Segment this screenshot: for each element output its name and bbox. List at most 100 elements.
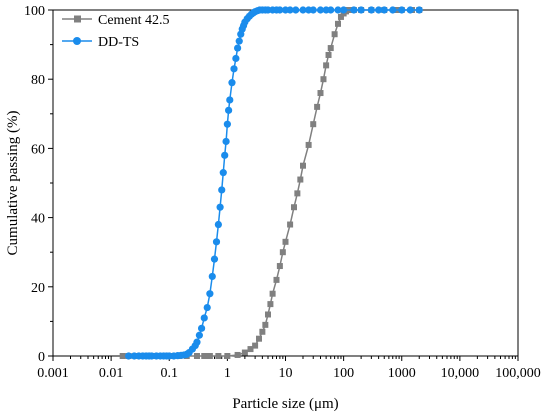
data-point (375, 6, 383, 14)
legend-label: DD-TS (98, 35, 139, 50)
data-point (262, 321, 269, 328)
data-point (292, 6, 300, 14)
data-point (255, 335, 262, 342)
x-tick-label: 0.01 (99, 366, 124, 381)
data-point (221, 151, 229, 159)
data-point (331, 31, 338, 38)
data-point (235, 37, 243, 45)
data-point (247, 346, 254, 353)
data-point (290, 204, 297, 211)
data-point (286, 6, 294, 14)
data-point (282, 238, 289, 245)
x-tick-label: 100,000 (495, 366, 541, 381)
legend: Cement 42.5 DD-TS (62, 13, 170, 50)
data-point (234, 351, 241, 358)
series-cement-42-5 (119, 7, 423, 359)
data-point (350, 6, 358, 14)
data-point (234, 44, 242, 52)
data-point (389, 6, 397, 14)
data-point (297, 176, 304, 183)
legend-marker (74, 15, 81, 23)
legend-marker (73, 37, 81, 45)
data-point (309, 6, 317, 14)
data-point (305, 141, 312, 148)
data-point (316, 6, 325, 14)
data-point (252, 342, 259, 349)
data-point (287, 221, 294, 228)
data-point (232, 54, 240, 63)
data-point (265, 311, 272, 318)
data-point (310, 121, 317, 128)
x-tick-label: 1000 (388, 366, 416, 381)
data-point (200, 314, 208, 322)
data-point (241, 349, 248, 356)
data-point (380, 6, 388, 14)
series-line-dd-ts (128, 9, 420, 357)
data-point (334, 6, 342, 14)
data-point (193, 353, 200, 359)
data-point (195, 331, 203, 339)
x-tick-label: 0.001 (37, 366, 69, 381)
data-point (193, 338, 201, 346)
data-point (206, 353, 213, 359)
y-axis-title: Cumulative passing (%) (5, 111, 21, 256)
data-point (219, 169, 227, 177)
data-point (216, 203, 224, 211)
data-point (276, 263, 283, 270)
data-point (206, 290, 214, 298)
data-point (314, 103, 321, 110)
data-point (323, 62, 330, 69)
data-point (357, 6, 365, 14)
data-point (203, 303, 211, 312)
data-point (119, 353, 126, 359)
y-tick-label: 80 (31, 73, 45, 88)
data-point (299, 162, 306, 169)
y-tick-label: 100 (24, 4, 45, 19)
data-point (327, 45, 334, 52)
data-point (218, 186, 226, 194)
data-point (325, 51, 332, 58)
y-tick-label: 40 (31, 212, 45, 227)
data-point (340, 6, 348, 14)
data-point (317, 90, 324, 97)
data-point (214, 220, 222, 229)
data-point (197, 324, 206, 332)
data-point (276, 6, 284, 14)
data-point (269, 290, 276, 297)
y-tick-label: 20 (31, 281, 45, 296)
data-point (226, 96, 234, 104)
x-tick-label: 1 (224, 366, 231, 381)
data-point (299, 6, 307, 14)
data-point (230, 65, 238, 73)
data-point (267, 301, 274, 308)
data-point (398, 6, 406, 14)
x-axis-title: Particle size (μm) (232, 396, 338, 412)
data-point (294, 190, 301, 197)
x-tick-label: 100 (333, 366, 354, 381)
series-dd-ts (125, 6, 423, 360)
y-tick-label: 60 (31, 142, 45, 157)
data-point (125, 352, 133, 360)
data-point (201, 353, 208, 359)
data-point (228, 79, 236, 87)
data-point (223, 120, 231, 128)
x-tick-label: 0.1 (161, 366, 179, 381)
axes: 0.001 0.01 0.1 1 10 100 1000 10,000 100,000 0 20 40… (24, 4, 541, 381)
data-point (334, 20, 341, 27)
data-point (320, 76, 327, 83)
data-point (337, 13, 344, 20)
data-point (210, 255, 219, 263)
plot-frame (52, 9, 519, 357)
data-point (406, 6, 414, 14)
data-point (215, 353, 222, 359)
data-point (415, 6, 423, 14)
x-tick-label: 10 (279, 366, 293, 381)
y-tick-label: 0 (38, 350, 45, 365)
data-point (327, 6, 335, 14)
data-point (367, 6, 375, 14)
data-point (208, 272, 216, 281)
data-point (259, 328, 266, 335)
series-layer (119, 6, 423, 360)
data-point (225, 106, 233, 114)
